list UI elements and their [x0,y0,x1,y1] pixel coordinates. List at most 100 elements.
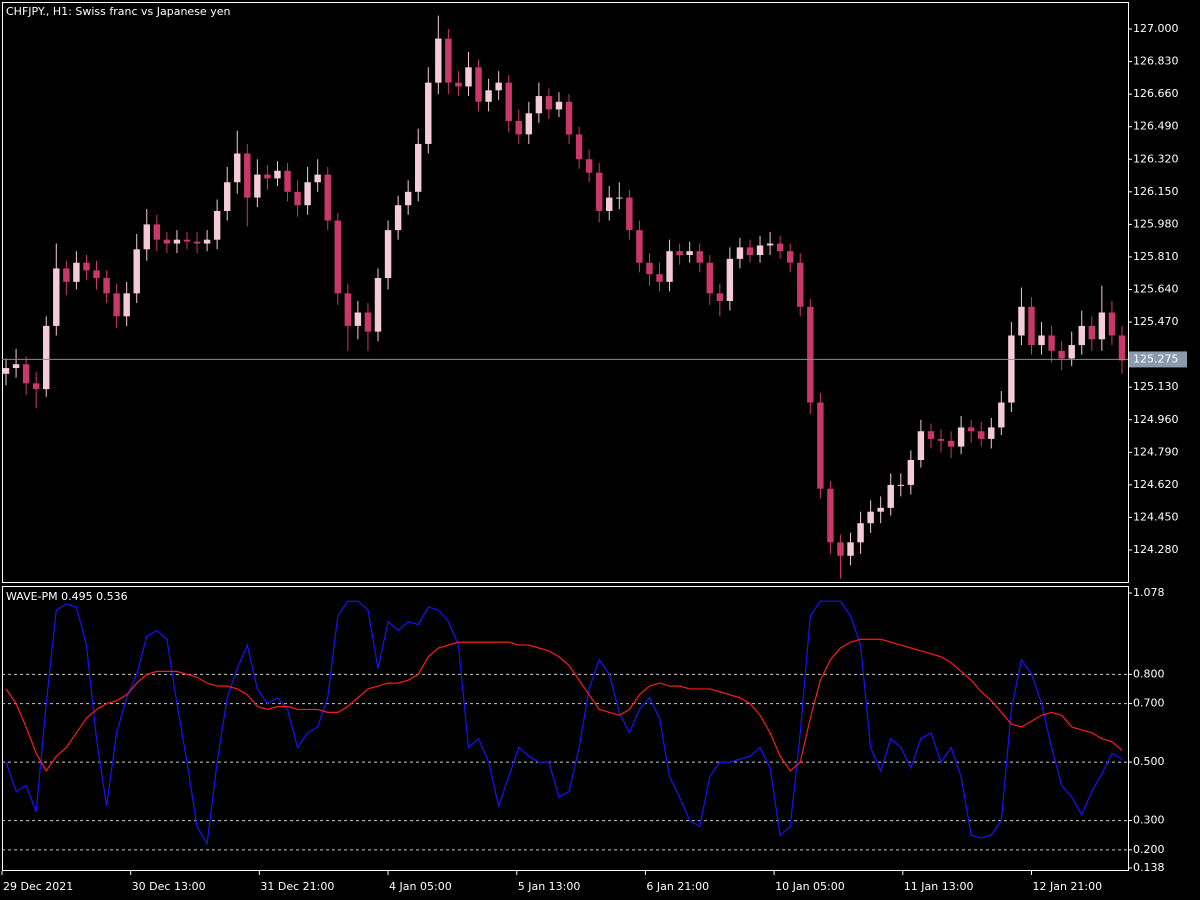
candle-body [1058,350,1065,359]
candle-body [797,262,804,307]
candle-body [2,368,10,374]
candle-body [967,427,975,432]
y-tick-label: 126.490 [1133,120,1179,133]
candle-body [998,402,1005,428]
candle-body [505,82,512,121]
candle-body [545,96,553,110]
candle-body [676,251,683,256]
candle-body [736,247,744,259]
candle-body [666,251,673,282]
candle-body [555,101,563,110]
x-tick-label: 10 Jan 05:00 [775,880,845,893]
y-tick-label: 124.280 [1133,543,1179,556]
candle-body [294,191,301,206]
candle-body [304,182,311,206]
candle-body [123,293,130,317]
candle-body [455,82,462,87]
candle-body [475,67,482,102]
candle-body [817,402,824,489]
candle-body [595,172,603,211]
x-tick-label: 31 Dec 21:00 [260,880,334,893]
candle-body [113,293,120,317]
candle-body [776,243,784,252]
y-tick-label: 125.980 [1133,217,1179,230]
candle-body [324,174,331,221]
candle-body [957,427,965,447]
y-tick-label: 0.500 [1133,755,1165,768]
y-tick-label: 0.200 [1133,843,1165,856]
candle-body [535,96,543,114]
indicator-pane-frame [2,586,1129,871]
candle-body [425,82,432,144]
y-tick-label: 125.640 [1133,283,1179,296]
candle-body [1088,325,1096,340]
candle-body [53,268,60,326]
candle-body [988,427,995,439]
candle-body [314,174,321,183]
candle-body [786,251,794,263]
candle-body [254,174,261,198]
candle-body [274,170,281,179]
chart-title: CHFJPY., H1: Swiss franc vs Japanese yen [6,5,230,18]
y-tick-label: 125.130 [1133,380,1179,393]
candle-body [937,438,945,441]
y-tick-label: 127.000 [1133,22,1179,35]
y-tick-label: 0.300 [1133,814,1165,827]
candle-body [756,245,764,256]
candle-body [153,224,161,240]
candle-body [415,143,422,192]
y-tick-label: 124.960 [1133,413,1179,426]
current-price-box [1129,351,1187,368]
indicator-title: WAVE-PM 0.495 0.536 [6,590,128,603]
x-tick-label: 30 Dec 13:00 [132,880,206,893]
y-tick-label: 124.790 [1133,445,1179,458]
candle-body [616,197,623,199]
candle-body [73,262,80,282]
y-tick-label: 0.700 [1133,697,1165,710]
candle-body [22,364,30,384]
candle-body [1038,335,1045,346]
candle-body [857,523,864,543]
candle-body [877,507,884,512]
candle-body [143,224,150,250]
candle-body [575,134,583,160]
candle-body [837,542,844,556]
candle-body [726,258,734,302]
x-tick-label: 4 Jan 05:00 [389,880,452,893]
candle-body [244,153,251,198]
candle-body [103,278,110,294]
y-tick-label: 126.830 [1133,55,1179,68]
current-price-label: 125.275 [1133,352,1179,365]
candle-body [485,90,492,102]
x-tick-label: 29 Dec 2021 [3,880,73,893]
candle-body [606,197,613,211]
candle-body [927,431,935,439]
candle-body [1048,335,1055,351]
candle-body [394,205,402,231]
candle-body [83,262,90,271]
candle-body [807,306,814,403]
candle-body [384,230,392,279]
candle-body [1008,335,1015,403]
y-tick-label: 124.620 [1133,478,1179,491]
indicator-line [5,600,1123,846]
candle-body [334,220,342,294]
candle-body [897,484,905,486]
candle-body [374,278,382,332]
candle-body [1028,306,1035,346]
candle-body [445,38,452,83]
candle-body [706,262,713,294]
candle-body [63,268,70,282]
candle-body [887,484,894,508]
candle-body [766,243,774,246]
candle-body [585,159,593,173]
y-tick-label: 0.800 [1133,667,1165,680]
candle-body [636,230,643,263]
y-tick-label: 126.320 [1133,152,1179,165]
x-tick-label: 6 Jan 21:00 [646,880,709,893]
y-tick-label: 124.450 [1133,510,1179,523]
candle-body [354,312,362,326]
candle-body [847,542,854,556]
